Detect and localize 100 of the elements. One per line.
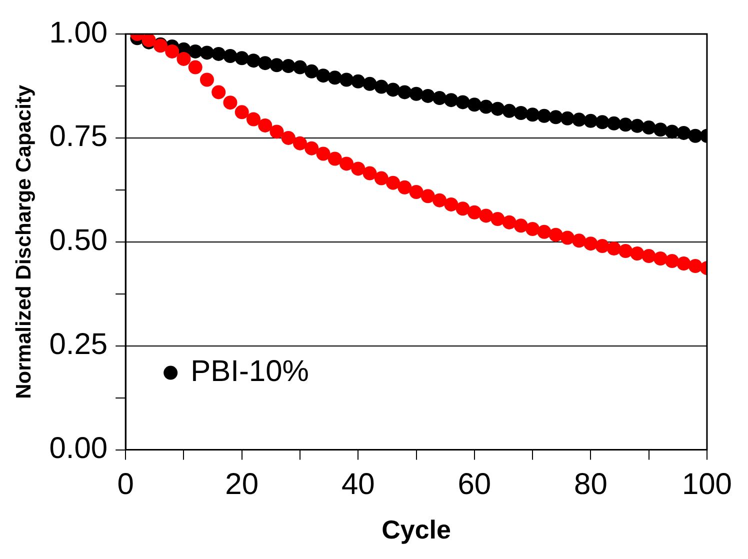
- point: [584, 114, 598, 128]
- point: [316, 68, 330, 83]
- point: [293, 60, 308, 74]
- point: [537, 108, 552, 123]
- point: [386, 176, 400, 190]
- point: [584, 236, 598, 251]
- point: [595, 239, 610, 254]
- point: [246, 112, 260, 126]
- point: [665, 254, 680, 268]
- point: [653, 122, 668, 137]
- point: [618, 244, 633, 258]
- point: [490, 212, 505, 226]
- point: [432, 91, 447, 106]
- point: [548, 110, 563, 124]
- point: [362, 76, 377, 91]
- point: [420, 189, 435, 204]
- point: [270, 124, 284, 139]
- point: [270, 58, 284, 72]
- point: [467, 205, 482, 220]
- point: [572, 112, 586, 127]
- point: [432, 193, 447, 208]
- point: [537, 224, 552, 239]
- legend-label: PBI-10%: [190, 355, 309, 388]
- point: [351, 162, 366, 176]
- point: [234, 51, 249, 66]
- point: [176, 52, 191, 66]
- point: [444, 197, 458, 212]
- x-tick-label: 80: [574, 468, 608, 502]
- point: [398, 180, 412, 194]
- point: [642, 249, 656, 264]
- point: [304, 64, 319, 78]
- point: [502, 215, 516, 230]
- point: [234, 105, 249, 120]
- point: [479, 208, 494, 223]
- point: [688, 128, 702, 143]
- point: [560, 111, 574, 126]
- point: [212, 85, 226, 100]
- point: [165, 44, 180, 58]
- point: [595, 115, 610, 130]
- point: [212, 46, 226, 61]
- point: [398, 85, 412, 100]
- point: [514, 106, 528, 120]
- point: [676, 126, 691, 140]
- point: [526, 222, 540, 236]
- point: [479, 100, 494, 114]
- y-tick-label: 1.00: [49, 16, 108, 50]
- point: [642, 120, 656, 135]
- point: [351, 74, 366, 88]
- point: [258, 56, 272, 70]
- x-tick-label: 20: [225, 468, 259, 502]
- point: [409, 185, 424, 200]
- x-tick-label: 100: [682, 468, 732, 502]
- point: [362, 166, 377, 180]
- y-tick-label: 0.50: [49, 224, 108, 258]
- point: [281, 59, 296, 74]
- point: [340, 72, 354, 87]
- x-tick-label: 40: [341, 468, 375, 502]
- point: [526, 108, 540, 122]
- point: [630, 246, 644, 261]
- point: [188, 60, 202, 74]
- point: [328, 152, 342, 166]
- point: [560, 230, 574, 245]
- point: [340, 156, 354, 171]
- point: [606, 242, 621, 256]
- x-tick-label: 0: [117, 468, 134, 502]
- point: [618, 118, 633, 132]
- point: [409, 86, 424, 101]
- y-tick-label: 0.00: [49, 432, 108, 466]
- point: [444, 93, 458, 108]
- point: [223, 96, 238, 110]
- point: [304, 141, 319, 156]
- point: [223, 49, 238, 64]
- point: [374, 80, 388, 94]
- y-tick-label: 0.25: [49, 328, 108, 362]
- point: [490, 102, 505, 116]
- point: [386, 82, 400, 97]
- point: [328, 70, 342, 85]
- point: [258, 118, 272, 132]
- point: [456, 202, 470, 216]
- point: [688, 259, 702, 274]
- point: [630, 118, 644, 133]
- point: [374, 171, 388, 186]
- point: [246, 54, 260, 68]
- point: [514, 218, 528, 233]
- point: [200, 72, 214, 87]
- point: [293, 136, 308, 150]
- point: [316, 146, 330, 161]
- point: [676, 256, 691, 271]
- point: [665, 124, 680, 139]
- x-tick-label: 60: [458, 468, 492, 502]
- point: [188, 44, 202, 58]
- point: [653, 252, 668, 266]
- point: [420, 88, 435, 103]
- point: [456, 95, 470, 110]
- point: [548, 228, 563, 242]
- y-tick-label: 0.75: [49, 120, 108, 154]
- point: [200, 46, 214, 60]
- y-axis-title: Normalized Discharge Capacity: [12, 84, 36, 399]
- point: [502, 104, 516, 118]
- point: [281, 130, 296, 145]
